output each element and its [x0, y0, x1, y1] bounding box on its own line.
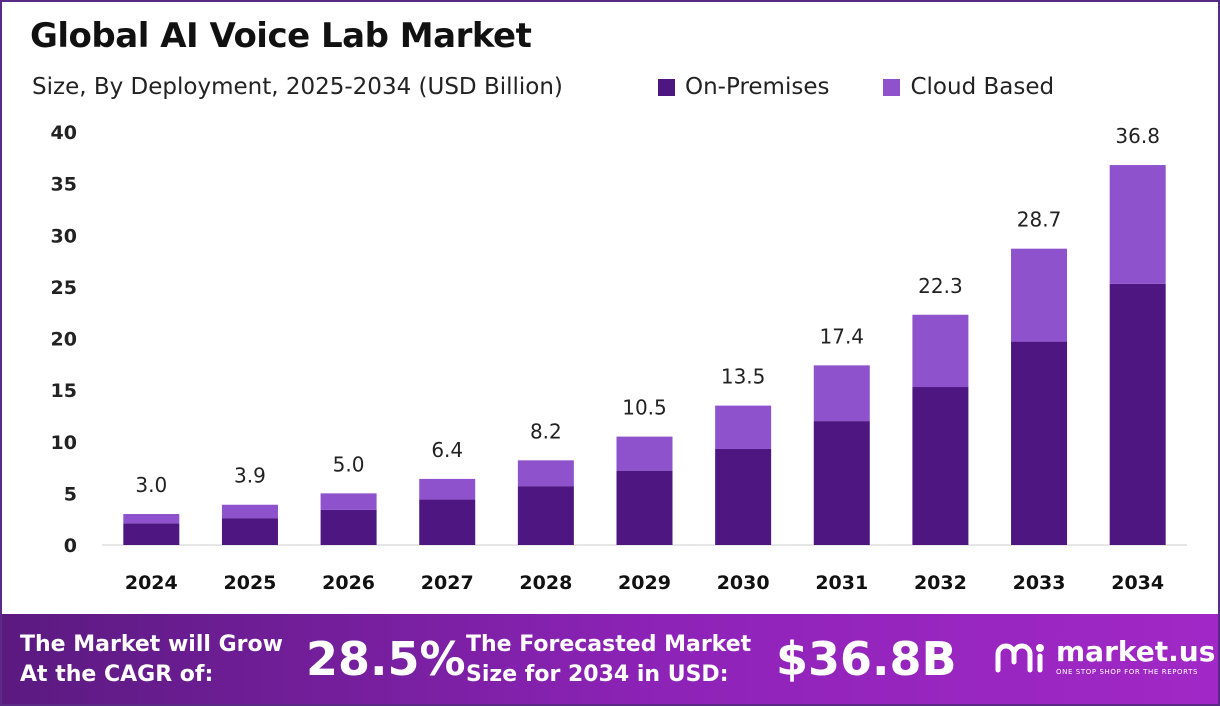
total-label-2033: 28.7 — [1017, 208, 1062, 232]
cagr-value: 28.5% — [306, 632, 466, 686]
footer-banner: The Market will Grow At the CAGR of: 28.… — [2, 614, 1218, 704]
x-tick-label-2028: 2028 — [519, 572, 572, 594]
total-label-2025: 3.9 — [234, 464, 266, 488]
y-tick-label: 40 — [51, 122, 77, 144]
total-label-2031: 17.4 — [820, 324, 865, 348]
cagr-caption: The Market will Grow At the CAGR of: — [20, 630, 283, 690]
x-tick-label-2033: 2033 — [1013, 572, 1066, 594]
forecast-value: $36.8B — [776, 632, 957, 686]
x-tick-label-2029: 2029 — [618, 572, 671, 594]
legend: On-Premises Cloud Based — [658, 74, 1054, 100]
bar-on-premises-2024 — [123, 523, 180, 545]
brand-name: market.us — [1056, 635, 1216, 668]
x-tick-label-2034: 2034 — [1111, 572, 1164, 594]
total-label-2029: 10.5 — [622, 396, 667, 420]
y-tick-label: 25 — [51, 277, 77, 299]
bar-cloud-based-2034 — [1109, 165, 1166, 284]
forecast-caption: The Forecasted Market Size for 2034 in U… — [466, 630, 751, 690]
forecast-caption-line2: Size for 2034 in USD: — [466, 662, 729, 687]
cagr-caption-line2: At the CAGR of: — [20, 662, 214, 687]
bar-on-premises-2034 — [1109, 283, 1166, 545]
total-label-2024: 3.0 — [135, 473, 167, 497]
bar-chart: 05101520253035403.020243.920255.020266.4… — [51, 122, 1187, 594]
bar-cloud-based-2027 — [419, 478, 476, 500]
chart-title: Global AI Voice Lab Market — [30, 16, 532, 56]
x-tick-label-2027: 2027 — [421, 572, 474, 594]
bar-on-premises-2027 — [419, 499, 476, 545]
cagr-caption-line1: The Market will Grow — [20, 632, 283, 657]
y-tick-label: 0 — [64, 535, 77, 557]
total-label-2030: 13.5 — [721, 365, 766, 389]
bar-cloud-based-2029 — [616, 436, 673, 471]
bar-on-premises-2033 — [1011, 341, 1068, 545]
bar-cloud-based-2032 — [912, 314, 969, 388]
bar-cloud-based-2025 — [221, 504, 278, 519]
total-label-2027: 6.4 — [431, 438, 463, 462]
bar-on-premises-2028 — [517, 486, 574, 545]
x-tick-label-2030: 2030 — [717, 572, 770, 594]
legend-item-cloud-based: Cloud Based — [883, 74, 1054, 100]
x-tick-label-2024: 2024 — [125, 572, 178, 594]
x-tick-label-2026: 2026 — [322, 572, 375, 594]
legend-swatch-on-premises — [658, 78, 675, 96]
brand-logo: market.us ONE STOP SHOP FOR THE REPORTS — [994, 638, 1215, 676]
forecast-caption-line1: The Forecasted Market — [466, 632, 752, 657]
legend-swatch-cloud-based — [883, 78, 901, 96]
total-label-2034: 36.8 — [1115, 124, 1160, 148]
bar-on-premises-2029 — [616, 470, 673, 545]
bar-cloud-based-2033 — [1011, 248, 1068, 342]
bar-cloud-based-2028 — [517, 460, 574, 487]
bar-cloud-based-2030 — [715, 405, 772, 449]
x-tick-label-2032: 2032 — [914, 572, 967, 594]
bar-on-premises-2031 — [813, 421, 870, 545]
bar-on-premises-2030 — [715, 448, 772, 545]
y-tick-label: 35 — [51, 174, 77, 196]
y-tick-label: 20 — [51, 329, 77, 351]
bar-cloud-based-2031 — [813, 365, 870, 422]
market-us-logo-icon — [995, 643, 1044, 673]
total-label-2026: 5.0 — [333, 452, 365, 476]
y-tick-label: 10 — [51, 432, 77, 454]
total-label-2028: 8.2 — [530, 419, 562, 443]
total-label-2032: 22.3 — [918, 274, 963, 298]
bar-on-premises-2026 — [320, 509, 377, 545]
y-tick-label: 15 — [51, 380, 77, 402]
x-tick-label-2031: 2031 — [815, 572, 868, 594]
bar-cloud-based-2024 — [123, 514, 180, 524]
legend-label-cloud-based: Cloud Based — [910, 74, 1055, 100]
bar-cloud-based-2026 — [320, 493, 377, 510]
legend-label-on-premises: On-Premises — [685, 74, 830, 100]
bar-on-premises-2025 — [221, 518, 278, 545]
x-tick-label-2025: 2025 — [224, 572, 277, 594]
y-tick-label: 5 — [64, 483, 77, 505]
legend-item-on-premises: On-Premises — [658, 74, 829, 100]
chart-subtitle: Size, By Deployment, 2025-2034 (USD Bill… — [32, 74, 563, 100]
bar-on-premises-2032 — [912, 387, 969, 545]
brand-tagline: ONE STOP SHOP FOR THE REPORTS — [1056, 668, 1199, 676]
y-tick-label: 30 — [51, 225, 77, 247]
